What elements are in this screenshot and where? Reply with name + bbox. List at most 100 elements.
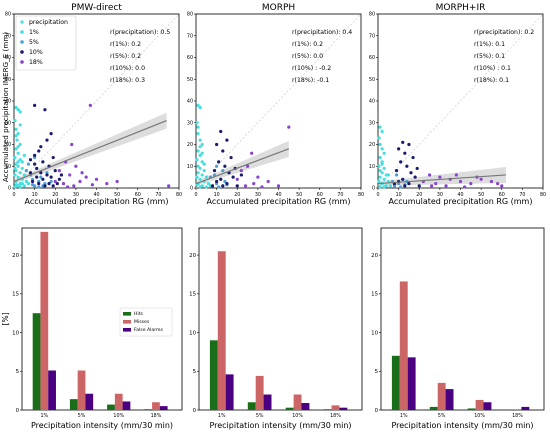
point-1pct-6 (196, 149, 200, 153)
point-1pct-25 (24, 179, 28, 184)
point-1pct-7 (18, 142, 22, 147)
point-1pct-9 (382, 166, 386, 171)
point-18pct-14 (66, 185, 70, 189)
legend-swatch (123, 328, 131, 332)
y-tick-label: 20 (12, 253, 19, 259)
point-1pct-3 (196, 132, 200, 136)
x-tick-label: 30 (73, 192, 79, 198)
bar-misses-5pct (77, 370, 86, 410)
legend: Hits Misses False Alarms (119, 307, 173, 337)
point-5pct-6 (39, 175, 43, 179)
point-10pct-15 (53, 169, 57, 173)
point-10pct-7 (28, 158, 33, 162)
legend-marker (20, 40, 24, 44)
point-18pct-9 (276, 184, 281, 188)
point-1pct-22 (22, 184, 26, 188)
y-tick-label: 0 (8, 186, 11, 192)
point-18pct-8 (61, 182, 66, 186)
point-1pct-2 (195, 121, 199, 125)
correlation-label: r(5%): 0.1 (474, 53, 505, 60)
x-tick-label: 0 (376, 192, 379, 198)
y-tick-label: 20 (187, 142, 193, 148)
x-tick-label: 0 (12, 192, 15, 198)
point-18pct-6 (489, 179, 494, 184)
x-tick-label: 70 (337, 192, 343, 198)
bar-false-alarms-5pct (445, 389, 454, 410)
point-18pct-15 (90, 183, 94, 187)
point-5pct-9 (215, 164, 219, 168)
legend-marker (20, 20, 24, 24)
x-tick-label: 50 (296, 192, 302, 198)
bar-false-alarms-10pct (122, 401, 131, 410)
y-tick-label: 10 (189, 330, 196, 336)
point-1pct-15 (377, 179, 381, 184)
point-1pct-8 (377, 164, 381, 168)
point-18pct-8 (260, 185, 264, 189)
point-1pct-4 (198, 138, 202, 142)
point-1pct-13 (16, 164, 20, 168)
y-tick-label: 60 (369, 55, 375, 61)
x-tick-label: 30 (255, 192, 261, 198)
point-18pct-11 (463, 185, 467, 189)
point-18pct-3 (458, 179, 463, 184)
y-tick-label: 20 (369, 142, 375, 148)
x-tick-label: 50 (114, 192, 120, 198)
x-tick-label: 20 (234, 192, 240, 198)
point-1pct-11 (380, 171, 384, 175)
point-10pct-2 (215, 142, 219, 147)
point-10pct-1 (225, 138, 229, 142)
point-1pct-25 (202, 162, 206, 166)
x-tick-label: 50 (478, 192, 484, 198)
bar-false-alarms-18pct (339, 407, 348, 410)
point-1pct-35 (18, 185, 22, 189)
point-10pct-2 (49, 132, 53, 136)
x-tick-label: 1% (400, 413, 408, 419)
point-18pct-6 (252, 182, 256, 186)
point-1pct-3 (13, 118, 17, 123)
x-tick-label: 60 (499, 192, 505, 198)
point-1pct-29 (200, 151, 204, 155)
plot-frame (377, 13, 544, 189)
correlation-label: r(18%): -0.1 (292, 77, 329, 84)
point-10pct-6 (405, 164, 409, 168)
point-1pct-15 (195, 175, 199, 179)
point-18pct-7 (78, 179, 82, 184)
correlation-label: r(1%): 0.2 (110, 41, 141, 48)
point-5pct-8 (26, 162, 31, 166)
y-tick-label: 20 (189, 253, 196, 259)
x-tick-label: 70 (519, 192, 525, 198)
point-1pct-14 (20, 166, 24, 171)
bar-false-alarms-10pct (483, 402, 492, 410)
bar-false-alarms-5pct (263, 394, 272, 410)
point-1pct-20 (204, 185, 208, 189)
y-tick-label: 80 (187, 12, 193, 18)
point-10pct-4 (39, 145, 43, 149)
y-axis-label: Accumulated precipitation IMERG_E (mm) (1, 32, 10, 183)
point-1pct-27 (198, 145, 202, 149)
point-1pct-21 (382, 185, 386, 189)
point-1pct-9 (200, 160, 204, 164)
point-10pct-8 (409, 171, 413, 175)
point-1pct-7 (198, 153, 202, 157)
x-tick-label: 80 (176, 192, 182, 198)
point-1pct-36 (13, 166, 17, 171)
point-1pct-28 (20, 160, 24, 164)
x-axis-label: Accumulated precipitation RG (mm) (25, 197, 169, 206)
point-18pct-1 (250, 151, 254, 155)
y-axis-label: [%] (1, 312, 10, 325)
point-1pct-19 (386, 179, 390, 184)
point-18pct-1 (438, 175, 442, 179)
point-10pct-14 (415, 166, 419, 171)
point-5pct-13 (24, 169, 28, 173)
point-1pct-12 (14, 162, 18, 166)
point-18pct-4 (57, 169, 61, 173)
bar-false-alarms-1pct (48, 370, 56, 410)
point-10pct-1 (43, 108, 47, 112)
point-18pct-15 (430, 184, 434, 188)
y-tick-label: 60 (187, 55, 193, 61)
point-18pct-2 (245, 164, 250, 168)
bar-misses-18pct (331, 405, 340, 410)
point-5pct-5 (399, 185, 403, 189)
point-18pct-8 (434, 182, 438, 186)
point-10pct-12 (407, 182, 411, 186)
